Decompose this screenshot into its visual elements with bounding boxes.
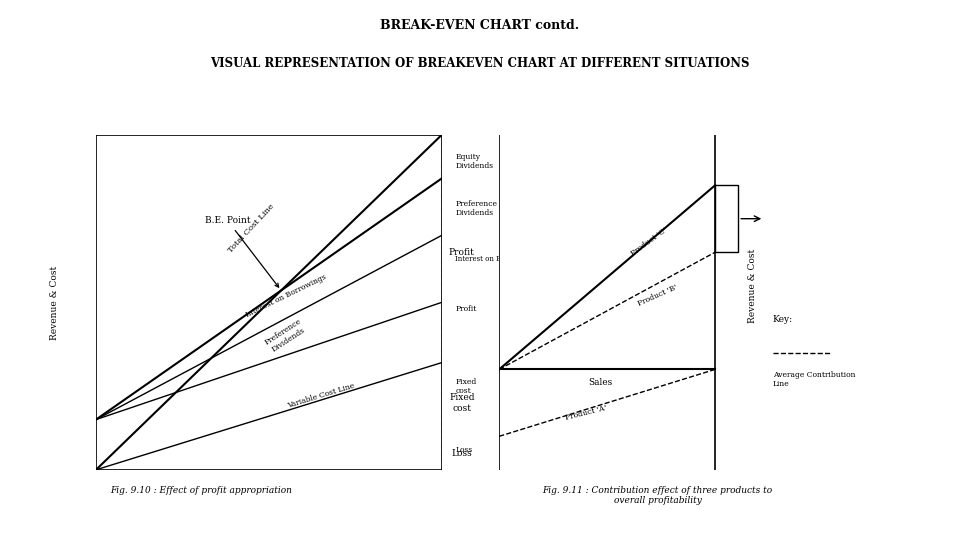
Text: Loss: Loss — [455, 446, 472, 454]
Text: Loss: Loss — [451, 449, 472, 457]
Text: Fixed
cost: Fixed cost — [455, 377, 477, 395]
Text: Equity
Dividends: Equity Dividends — [455, 153, 493, 171]
Text: Fixed
cost: Fixed cost — [449, 393, 474, 413]
Text: Interest on Borrowings: Interest on Borrowings — [245, 273, 327, 319]
Text: Average Contribution
Line: Average Contribution Line — [773, 371, 855, 388]
Text: Preference
Dividends: Preference Dividends — [264, 317, 308, 355]
Text: Product 'B': Product 'B' — [636, 284, 679, 308]
Text: B.E. Point: B.E. Point — [205, 217, 278, 287]
Text: Total Cost Line: Total Cost Line — [227, 202, 276, 255]
Text: Key:: Key: — [773, 315, 793, 323]
Text: BREAK-EVEN CHART contd.: BREAK-EVEN CHART contd. — [380, 19, 580, 32]
Text: Profit: Profit — [449, 248, 474, 256]
Text: Revenue & Cost: Revenue & Cost — [748, 248, 757, 323]
Text: VISUAL REPRESENTATION OF BREAKEVEN CHART AT DIFFERENT SITUATIONS: VISUAL REPRESENTATION OF BREAKEVEN CHART… — [210, 57, 750, 70]
Text: Fig. 9.10 : Effect of profit appropriation: Fig. 9.10 : Effect of profit appropriati… — [110, 486, 292, 495]
Text: Sales: Sales — [588, 378, 612, 387]
Text: Revenue & Cost: Revenue & Cost — [50, 265, 59, 340]
Bar — [715, 185, 738, 252]
Text: Product 'C': Product 'C' — [630, 226, 668, 258]
Text: Interest on Borrowings: Interest on Borrowings — [455, 255, 538, 263]
Text: Preference
Dividends: Preference Dividends — [455, 200, 497, 217]
Text: Profit: Profit — [455, 305, 477, 313]
Text: Fig. 9.11 : Contribution effect of three products to
overall profitability: Fig. 9.11 : Contribution effect of three… — [542, 486, 773, 505]
Text: Variable Cost Line: Variable Cost Line — [286, 382, 355, 410]
Text: Product 'A': Product 'A' — [564, 404, 607, 422]
